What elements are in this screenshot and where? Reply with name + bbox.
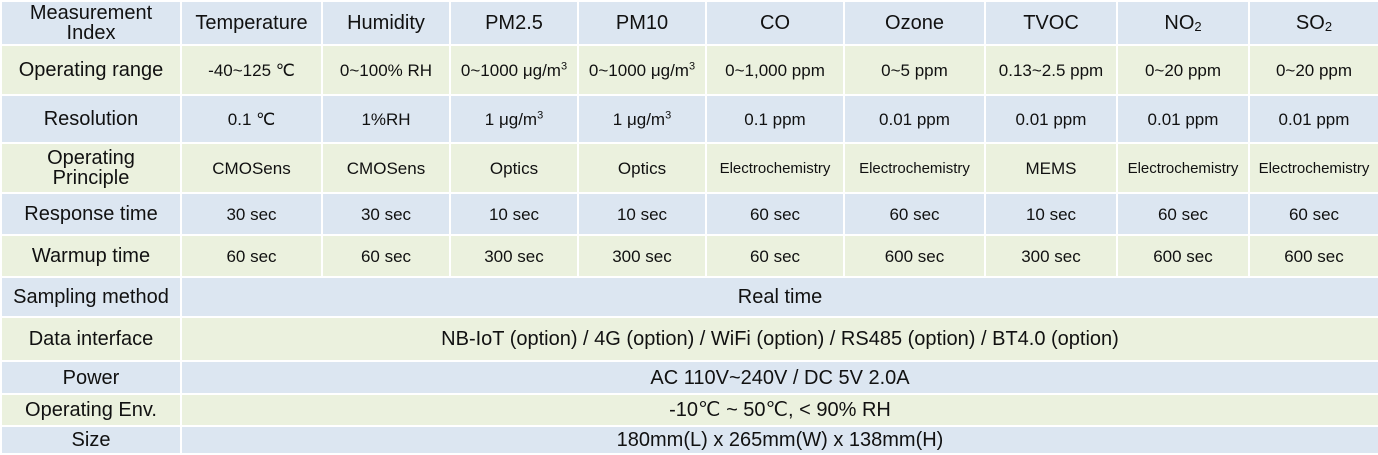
cell-response-so2: 60 sec bbox=[1248, 192, 1378, 236]
row-label: Size bbox=[0, 425, 182, 455]
cell-range-co: 0~1,000 ppm bbox=[705, 44, 845, 96]
row-label: Power bbox=[0, 360, 182, 395]
cell-principle-temperature: CMOSens bbox=[180, 142, 323, 194]
cell-resolution-so2: 0.01 ppm bbox=[1248, 94, 1378, 144]
cell-principle-co: Electrochemistry bbox=[705, 142, 845, 194]
cell-principle-no2: Electrochemistry bbox=[1116, 142, 1250, 194]
row-label: Operating Env. bbox=[0, 393, 182, 427]
no2-subscript: 2 bbox=[1194, 19, 1202, 34]
cell-principle-pm10: Optics bbox=[577, 142, 707, 194]
row-label: Operating range bbox=[0, 44, 182, 96]
row-operating-principle: Operating Principle CMOSens CMOSens Opti… bbox=[0, 142, 1378, 194]
cell-response-co: 60 sec bbox=[705, 192, 845, 236]
row-sampling-method: Sampling method Real time bbox=[0, 276, 1378, 318]
cell-warmup-humidity: 60 sec bbox=[321, 234, 451, 278]
cell-response-pm10: 10 sec bbox=[577, 192, 707, 236]
cell-size: 180mm(L) x 265mm(W) x 138mm(H) bbox=[180, 425, 1378, 455]
row-label: Operating Principle bbox=[0, 142, 182, 194]
corner-label: Measurement Index bbox=[0, 0, 182, 46]
cell-range-ozone: 0~5 ppm bbox=[843, 44, 986, 96]
row-label: Resolution bbox=[0, 94, 182, 144]
cell-response-ozone: 60 sec bbox=[843, 192, 986, 236]
row-size: Size 180mm(L) x 265mm(W) x 138mm(H) bbox=[0, 425, 1378, 455]
row-operating-range: Operating range -40~125 ℃ 0~100% RH 0~10… bbox=[0, 44, 1378, 96]
cell-resolution-humidity: 1%RH bbox=[321, 94, 451, 144]
cell-principle-pm25: Optics bbox=[449, 142, 579, 194]
cell-resolution-tvoc: 0.01 ppm bbox=[984, 94, 1118, 144]
cell-warmup-tvoc: 300 sec bbox=[984, 234, 1118, 278]
cell-principle-tvoc: MEMS bbox=[984, 142, 1118, 194]
cell-principle-humidity: CMOSens bbox=[321, 142, 451, 194]
row-operating-env: Operating Env. -10℃ ~ 50℃, < 90% RH bbox=[0, 393, 1378, 427]
col-header-temperature: Temperature bbox=[180, 0, 323, 46]
col-header-so2: SO2 bbox=[1248, 0, 1378, 46]
row-label: Data interface bbox=[0, 316, 182, 362]
cell-warmup-pm10: 300 sec bbox=[577, 234, 707, 278]
cell-data-interface: NB-IoT (option) / 4G (option) / WiFi (op… bbox=[180, 316, 1378, 362]
cell-response-tvoc: 10 sec bbox=[984, 192, 1118, 236]
row-power: Power AC 110V~240V / DC 5V 2.0A bbox=[0, 360, 1378, 395]
cell-warmup-co: 60 sec bbox=[705, 234, 845, 278]
cell-range-no2: 0~20 ppm bbox=[1116, 44, 1250, 96]
cell-range-so2: 0~20 ppm bbox=[1248, 44, 1378, 96]
cell-response-temperature: 30 sec bbox=[180, 192, 323, 236]
cell-range-humidity: 0~100% RH bbox=[321, 44, 451, 96]
cell-resolution-co: 0.1 ppm bbox=[705, 94, 845, 144]
cell-resolution-pm10: 1 μg/m3 bbox=[577, 94, 707, 144]
cell-warmup-temperature: 60 sec bbox=[180, 234, 323, 278]
row-response-time: Response time 30 sec 30 sec 10 sec 10 se… bbox=[0, 192, 1378, 236]
cell-range-tvoc: 0.13~2.5 ppm bbox=[984, 44, 1118, 96]
cell-resolution-ozone: 0.01 ppm bbox=[843, 94, 986, 144]
so2-subscript: 2 bbox=[1324, 19, 1333, 34]
col-header-no2: NO2 bbox=[1116, 0, 1250, 46]
cell-warmup-pm25: 300 sec bbox=[449, 234, 579, 278]
col-header-humidity: Humidity bbox=[321, 0, 451, 46]
cell-response-humidity: 30 sec bbox=[321, 192, 451, 236]
cell-resolution-pm25: 1 μg/m3 bbox=[449, 94, 579, 144]
cell-resolution-temperature: 0.1 ℃ bbox=[180, 94, 323, 144]
cell-operating-env: -10℃ ~ 50℃, < 90% RH bbox=[180, 393, 1378, 427]
header-row: Measurement Index Temperature Humidity P… bbox=[0, 0, 1378, 46]
row-label: Response time bbox=[0, 192, 182, 236]
cell-range-temperature: -40~125 ℃ bbox=[180, 44, 323, 96]
col-header-ozone: Ozone bbox=[843, 0, 986, 46]
col-header-tvoc: TVOC bbox=[984, 0, 1118, 46]
cell-response-pm25: 10 sec bbox=[449, 192, 579, 236]
cell-warmup-no2: 600 sec bbox=[1116, 234, 1250, 278]
cell-sampling-method: Real time bbox=[180, 276, 1378, 318]
cell-warmup-so2: 600 sec bbox=[1248, 234, 1378, 278]
row-resolution: Resolution 0.1 ℃ 1%RH 1 μg/m3 1 μg/m3 0.… bbox=[0, 94, 1378, 144]
cell-resolution-no2: 0.01 ppm bbox=[1116, 94, 1250, 144]
cell-response-no2: 60 sec bbox=[1116, 192, 1250, 236]
col-header-co: CO bbox=[705, 0, 845, 46]
row-data-interface: Data interface NB-IoT (option) / 4G (opt… bbox=[0, 316, 1378, 362]
col-header-pm25: PM2.5 bbox=[449, 0, 579, 46]
row-label: Sampling method bbox=[0, 276, 182, 318]
col-header-pm10: PM10 bbox=[577, 0, 707, 46]
cell-principle-so2: Electrochemistry bbox=[1248, 142, 1378, 194]
row-label: Warmup time bbox=[0, 234, 182, 278]
cell-range-pm25: 0~1000 μg/m3 bbox=[449, 44, 579, 96]
cell-power: AC 110V~240V / DC 5V 2.0A bbox=[180, 360, 1378, 395]
cell-range-pm10: 0~1000 μg/m3 bbox=[577, 44, 707, 96]
cell-warmup-ozone: 600 sec bbox=[843, 234, 986, 278]
cell-principle-ozone: Electrochemistry bbox=[843, 142, 986, 194]
row-warmup-time: Warmup time 60 sec 60 sec 300 sec 300 se… bbox=[0, 234, 1378, 278]
